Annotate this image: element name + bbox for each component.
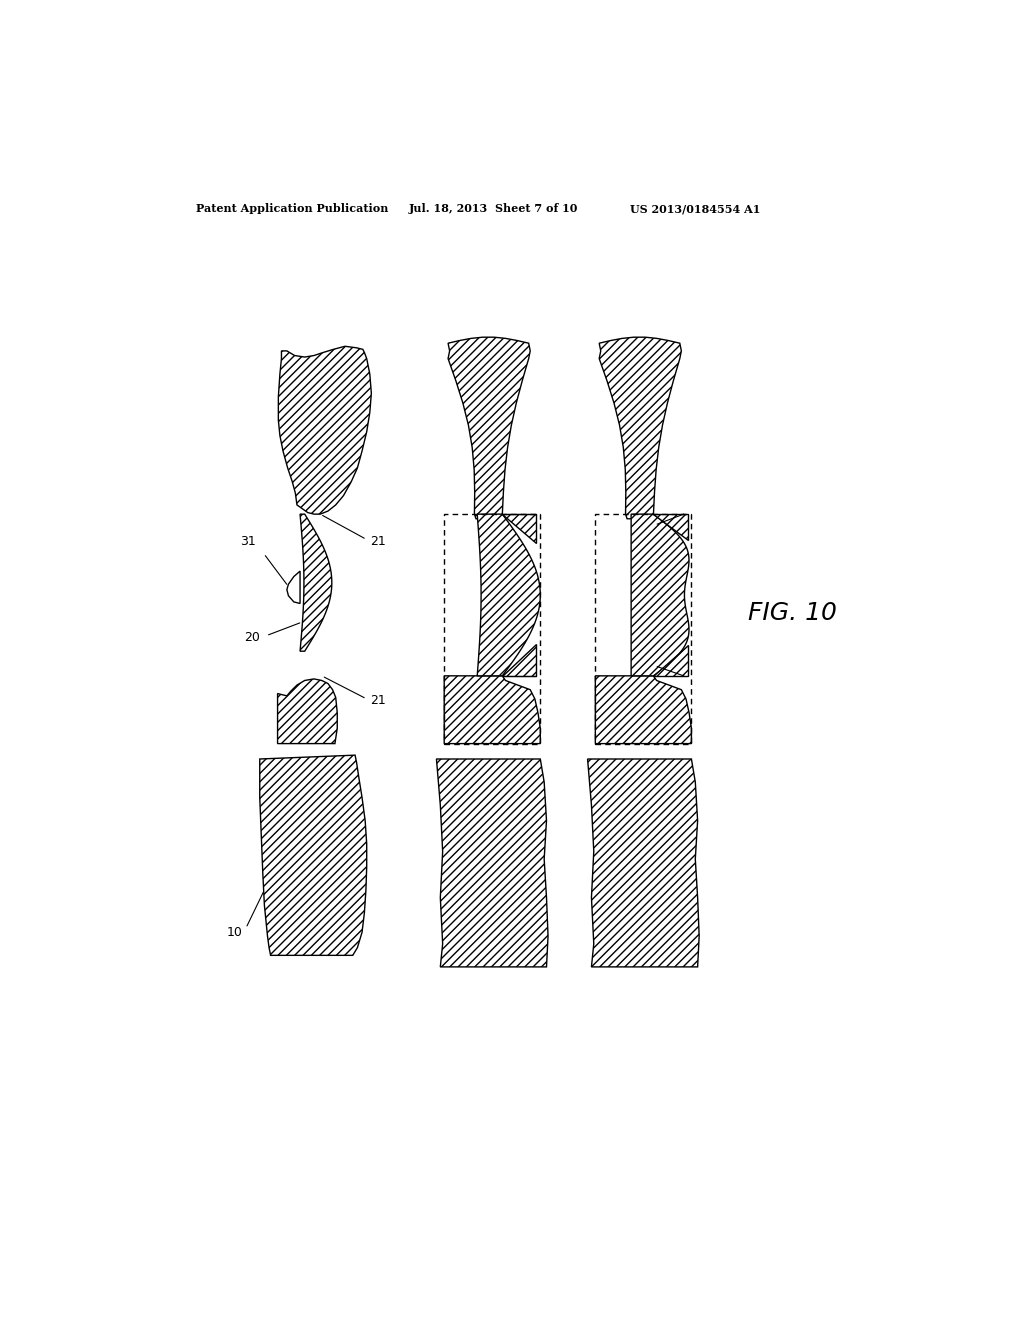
Text: FIG. 10: FIG. 10 <box>748 601 837 624</box>
Text: Jul. 18, 2013  Sheet 7 of 10: Jul. 18, 2013 Sheet 7 of 10 <box>409 203 578 214</box>
Polygon shape <box>444 676 541 743</box>
Polygon shape <box>503 644 537 676</box>
Polygon shape <box>278 678 337 743</box>
Polygon shape <box>653 515 687 540</box>
Polygon shape <box>653 645 687 676</box>
Text: Patent Application Publication: Patent Application Publication <box>197 203 388 214</box>
Polygon shape <box>588 759 699 966</box>
Polygon shape <box>449 337 530 536</box>
Polygon shape <box>477 515 541 676</box>
Text: 21: 21 <box>370 694 386 708</box>
Text: 21: 21 <box>370 535 386 548</box>
Polygon shape <box>436 759 548 966</box>
Polygon shape <box>287 572 300 603</box>
Polygon shape <box>595 676 691 743</box>
Text: 20: 20 <box>244 631 260 644</box>
Bar <box>595 515 691 743</box>
Text: 10: 10 <box>227 925 243 939</box>
Polygon shape <box>300 515 332 651</box>
Polygon shape <box>631 515 689 676</box>
Polygon shape <box>503 515 537 544</box>
Bar <box>444 515 541 743</box>
Polygon shape <box>279 346 372 515</box>
Polygon shape <box>260 755 367 956</box>
Text: 31: 31 <box>241 535 256 548</box>
Polygon shape <box>599 337 681 536</box>
Text: US 2013/0184554 A1: US 2013/0184554 A1 <box>630 203 761 214</box>
